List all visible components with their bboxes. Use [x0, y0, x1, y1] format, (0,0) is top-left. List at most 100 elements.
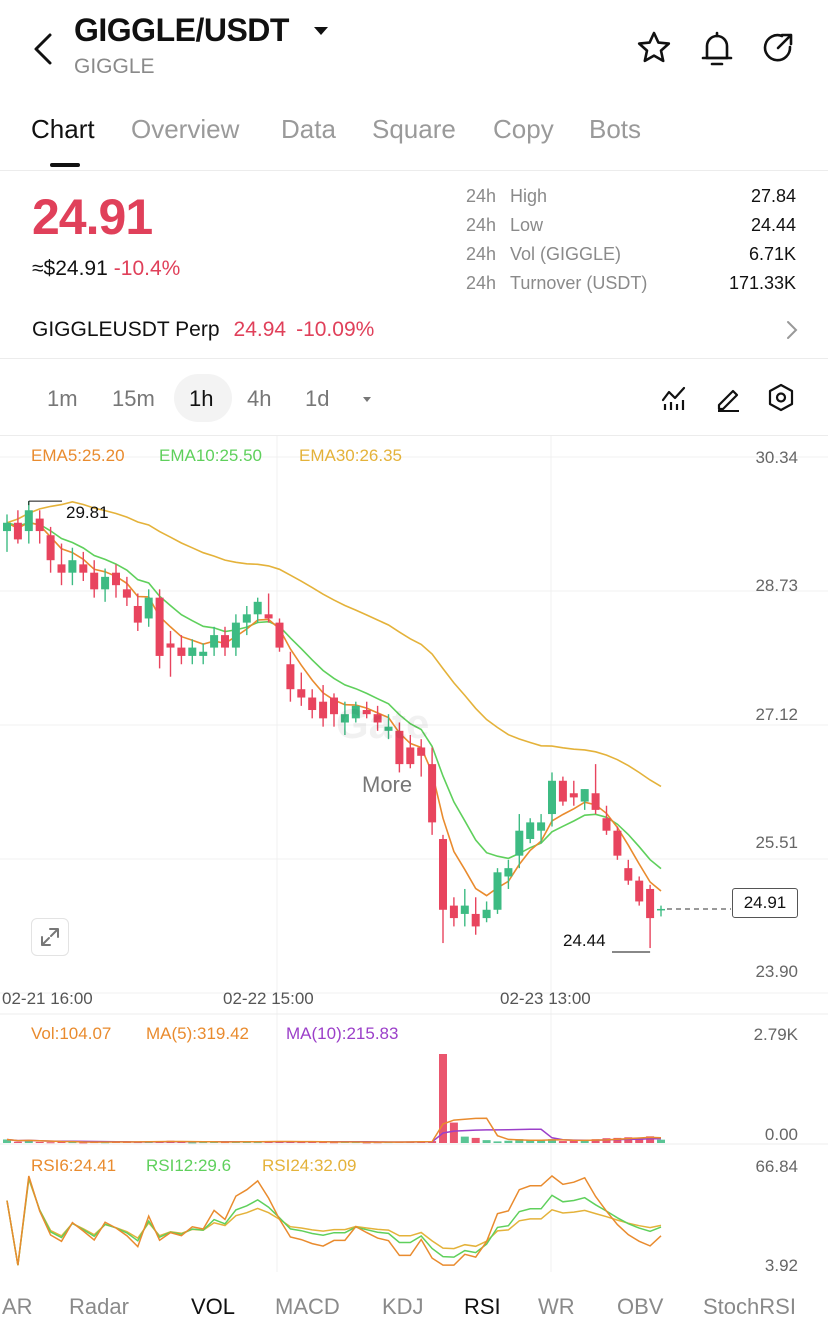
settings-hexagon-icon[interactable] [767, 383, 795, 418]
candlestick-chart[interactable] [0, 436, 828, 1306]
candle-body [406, 747, 415, 765]
vol-ma5-line [6, 1117, 662, 1143]
candle-body [340, 714, 349, 723]
interval-1m[interactable]: 1m [47, 386, 78, 411]
candle-body [384, 726, 393, 731]
pair-title[interactable]: GIGGLE/USDT [74, 12, 289, 48]
watermark-logo: Gate [336, 700, 430, 747]
ema30-line [6, 500, 662, 788]
candle-body [297, 689, 306, 698]
interval-15m[interactable]: 15m [112, 386, 155, 411]
volume-bar [558, 1141, 567, 1143]
perp-name: GIGGLEUSDT Perp [32, 318, 220, 341]
candle-body [122, 589, 131, 598]
star-icon[interactable] [636, 30, 672, 71]
indicator-tab-wr[interactable]: WR [538, 1294, 575, 1319]
divider [0, 435, 828, 436]
candle-body [101, 576, 110, 590]
candle-body [373, 714, 382, 723]
date-label: 02-23 13:00 [500, 989, 591, 1008]
candle-body [90, 572, 99, 590]
share-icon[interactable] [760, 30, 796, 71]
stat-label-low: 24h Low [466, 215, 544, 235]
volume-bar [657, 1139, 665, 1143]
interval-1d[interactable]: 1d [305, 386, 330, 411]
tab-data[interactable]: Data [281, 114, 336, 144]
vol-label: Vol:104.07 [31, 1024, 112, 1043]
volume-bar [439, 1054, 447, 1143]
candle-body [166, 643, 175, 648]
rsi-axis-label: 66.84 [755, 1157, 798, 1176]
candle-body [646, 888, 655, 919]
candle-body [602, 818, 611, 831]
indicator-icon[interactable] [660, 384, 688, 417]
vol-ma10-label: MA(10):215.83 [286, 1024, 399, 1043]
bell-icon[interactable] [700, 30, 734, 73]
date-label: 02-22 15:00 [223, 989, 314, 1008]
volume-bar [68, 1142, 77, 1144]
candle-body [471, 913, 480, 927]
divider [0, 358, 828, 359]
volume-bar [35, 1141, 44, 1143]
stat-value-vol: 6.71K [748, 244, 796, 264]
candle-body [155, 597, 164, 656]
ema10-line [6, 522, 662, 870]
volume-bar [548, 1139, 556, 1143]
candle-body [558, 780, 567, 802]
draw-pen-icon[interactable] [714, 384, 742, 417]
tab-bots[interactable]: Bots [589, 114, 642, 144]
candle-body [515, 830, 524, 856]
tab-underline [50, 163, 80, 167]
candle-body [221, 635, 229, 648]
price-axis-label: 23.90 [755, 962, 798, 981]
candle-body [210, 635, 219, 648]
tab-overview[interactable]: Overview [131, 114, 240, 144]
rsi6-label: RSI6:24.41 [31, 1156, 117, 1175]
divider [0, 170, 828, 171]
indicator-tab-radar[interactable]: Radar [69, 1294, 129, 1319]
indicator-tab-obv[interactable]: OBV [617, 1294, 664, 1319]
interval-more[interactable]: More [362, 386, 412, 797]
expand-icon[interactable] [31, 918, 69, 956]
indicator-tab-vol[interactable]: VOL [191, 1294, 236, 1319]
back-icon[interactable] [30, 32, 56, 66]
tab-chart[interactable]: Chart [31, 114, 95, 144]
candle-body [68, 560, 77, 573]
stat-label-vol: 24h Vol (GIGGLE) [466, 244, 622, 264]
candle-body [46, 535, 55, 561]
pair-dropdown-icon[interactable] [312, 24, 330, 42]
perp-change: -10.09% [296, 318, 375, 341]
volume-bar [613, 1137, 622, 1143]
candle-body [199, 651, 208, 656]
volume-bar [493, 1141, 502, 1143]
high-marker-label: 29.81 [66, 503, 109, 522]
indicator-tab-rsi[interactable]: RSI [464, 1294, 501, 1319]
tab-square[interactable]: Square [372, 114, 456, 144]
volume-bar [537, 1140, 546, 1143]
perp-row[interactable]: GIGGLEUSDT Perp 24.94 -10.09% [32, 318, 798, 342]
candle-body [548, 780, 556, 815]
candle-body [449, 905, 458, 919]
candle-body [613, 830, 622, 856]
interval-1h[interactable]: 1h [189, 386, 214, 411]
candle-body [286, 664, 295, 690]
indicator-tab-macd[interactable]: MACD [275, 1294, 340, 1319]
ema30-label: EMA30:26.35 [299, 446, 403, 465]
volume-bar [79, 1142, 88, 1144]
indicator-tab-stochrsi[interactable]: StochRSI [703, 1294, 796, 1319]
interval-4h[interactable]: 4h [247, 386, 272, 411]
candle-body [242, 614, 251, 623]
indicator-tab-kdj[interactable]: KDJ [382, 1294, 424, 1319]
candle-body [460, 905, 469, 914]
candle-body [537, 822, 546, 831]
candle-body [13, 522, 22, 540]
candle-body [526, 822, 535, 840]
candle-body [253, 601, 262, 615]
candle-body [493, 872, 502, 910]
candle-body [417, 747, 426, 756]
indicator-tab-ar[interactable]: AR [2, 1294, 33, 1319]
candle-body [504, 868, 513, 877]
tab-copy[interactable]: Copy [493, 114, 554, 144]
price-axis-label: 25.51 [755, 833, 798, 852]
candle-body [188, 647, 197, 656]
